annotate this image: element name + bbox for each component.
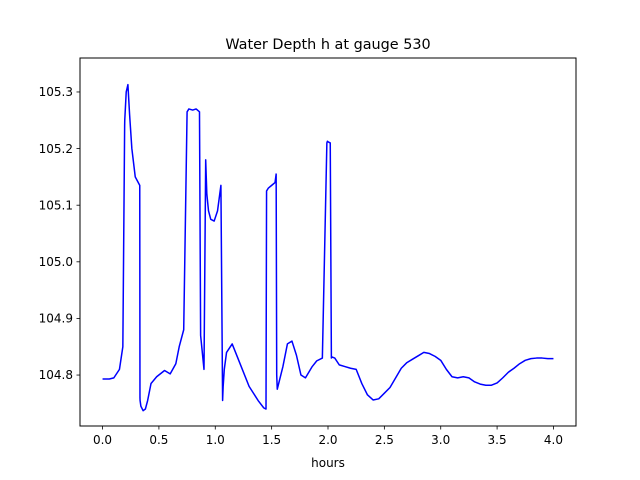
y-tick-label: 104.9 <box>39 312 73 326</box>
x-tick-label: 1.5 <box>262 433 281 447</box>
x-tick-label: 2.0 <box>318 433 337 447</box>
x-tick-label: 0.5 <box>149 433 168 447</box>
x-tick-label: 4.0 <box>544 433 563 447</box>
x-tick-label: 2.5 <box>375 433 394 447</box>
y-tick-label: 105.3 <box>39 85 73 99</box>
y-tick-label: 105.1 <box>39 198 73 212</box>
x-tick-label: 1.0 <box>206 433 225 447</box>
x-axis-label: hours <box>311 456 345 470</box>
x-axis: 0.0 0.5 1.0 1.5 2.0 2.5 3.0 3.5 4.0 <box>93 426 563 447</box>
y-axis: 104.8 104.9 105.0 105.1 105.2 105.3 <box>39 85 80 382</box>
plot-area <box>102 83 554 412</box>
x-tick-label: 3.0 <box>431 433 450 447</box>
y-tick-label: 105.2 <box>39 142 73 156</box>
x-tick-label: 3.5 <box>488 433 507 447</box>
series-line-0 <box>102 83 554 412</box>
y-tick-label: 105.0 <box>39 255 73 269</box>
chart-title: Water Depth h at gauge 530 <box>225 37 430 53</box>
x-tick-label: 0.0 <box>93 433 112 447</box>
y-tick-label: 104.8 <box>39 368 73 382</box>
